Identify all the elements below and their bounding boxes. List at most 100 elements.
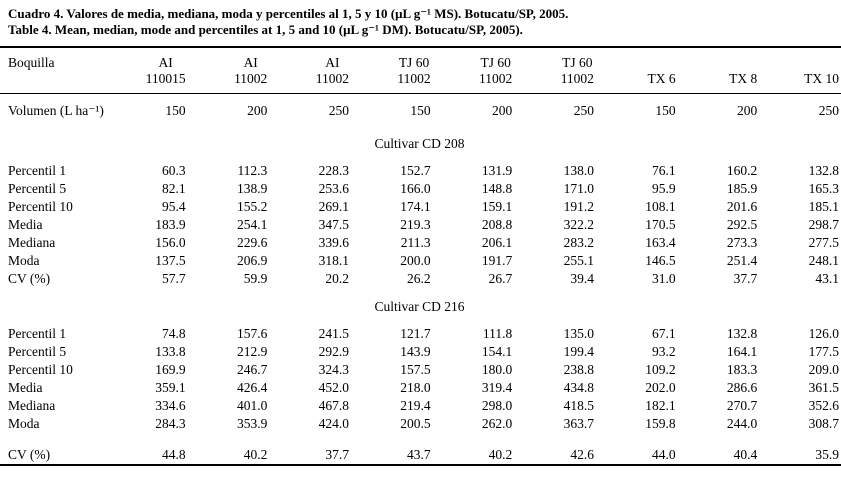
cell-value: 95.4 bbox=[162, 199, 186, 214]
cell-value: 286.6 bbox=[726, 380, 758, 395]
nozzle-model-label: TJ 60 bbox=[562, 55, 593, 70]
cell-value: 155.2 bbox=[236, 199, 268, 214]
cell-value: 339.6 bbox=[318, 235, 349, 250]
cell-value: 138.9 bbox=[236, 181, 268, 196]
cell-value: 208.8 bbox=[481, 217, 513, 232]
cell-value: 292.9 bbox=[318, 344, 349, 359]
caption-spanish: Cuadro 4. Valores de media, mediana, mod… bbox=[8, 6, 569, 21]
cell-value: 169.9 bbox=[155, 362, 186, 377]
cell-value: 424.0 bbox=[318, 416, 349, 431]
volume-row: Volumen (L ha⁻¹) 150 200 250 150 200 250 150 200… bbox=[0, 94, 841, 126]
row-label: Percentil 5 bbox=[8, 181, 67, 196]
table-row: Mediana 334.6 401.0 467.8 219.4 298.0 418.5 182… bbox=[0, 397, 841, 415]
column-header-stack: AI 110015 bbox=[146, 55, 186, 87]
nozzle-code-label: 110015 bbox=[145, 71, 186, 86]
data-table: Boquilla AI 110015 AI 11002 AI 11002 TJ 60 1100… bbox=[0, 46, 841, 466]
volume-cell: 200 bbox=[737, 103, 758, 118]
column-header-stack: TX 10 bbox=[804, 55, 839, 87]
section-title-row: Cultivar CD 216 bbox=[0, 288, 841, 325]
cell-value: 44.8 bbox=[162, 447, 186, 462]
cell-value: 133.8 bbox=[155, 344, 186, 359]
row-label: Media bbox=[8, 380, 43, 395]
cell-value: 143.9 bbox=[400, 344, 431, 359]
cell-value: 246.7 bbox=[236, 362, 268, 377]
cell-value: 273.3 bbox=[726, 235, 758, 250]
table-row: Percentil 1 60.3 112.3 228.3 152.7 131.9 138.0… bbox=[0, 162, 841, 180]
cell-value: 298.7 bbox=[808, 217, 839, 232]
table-header-row: Boquilla AI 110015 AI 11002 AI 11002 TJ 60 1100… bbox=[0, 46, 841, 94]
nozzle-model-label bbox=[647, 55, 675, 71]
row-label: CV (%) bbox=[8, 271, 51, 286]
section-title: Cultivar CD 208 bbox=[374, 136, 465, 151]
cell-value: 67.1 bbox=[651, 326, 676, 341]
cell-value: 229.6 bbox=[236, 235, 268, 250]
cell-value: 93.2 bbox=[651, 344, 676, 359]
nozzle-code-label: 11002 bbox=[315, 71, 349, 86]
table-row: Mediana 156.0 229.6 339.6 211.3 206.1 283.2 163… bbox=[0, 234, 841, 252]
cell-value: 361.5 bbox=[808, 380, 839, 395]
volume-cell: 150 bbox=[655, 103, 676, 118]
cell-value: 157.6 bbox=[236, 326, 268, 341]
cell-value: 111.8 bbox=[482, 326, 513, 341]
nozzle-code-label: TX 8 bbox=[729, 71, 758, 86]
cell-value: 112.3 bbox=[237, 163, 268, 178]
column-header-stack: TJ 60 11002 bbox=[397, 55, 430, 87]
cell-value: 43.1 bbox=[815, 271, 839, 286]
volume-cell: 200 bbox=[492, 103, 513, 118]
column-header: TJ 60 11002 bbox=[514, 46, 596, 94]
volume-cell: 250 bbox=[328, 103, 349, 118]
row-label: Mediana bbox=[8, 235, 56, 250]
nozzle-code-label: 11002 bbox=[560, 71, 594, 86]
cell-value: 324.3 bbox=[318, 362, 349, 377]
column-header: TJ 60 11002 bbox=[350, 46, 433, 94]
cell-value: 171.0 bbox=[563, 181, 594, 196]
column-header: TX 8 bbox=[677, 46, 760, 94]
nozzle-code-label: 11002 bbox=[234, 71, 268, 86]
cell-value: 165.3 bbox=[808, 181, 839, 196]
cell-value: 322.2 bbox=[563, 217, 594, 232]
cell-value: 228.3 bbox=[318, 163, 349, 178]
cell-value: 308.7 bbox=[808, 416, 839, 431]
cell-value: 251.4 bbox=[726, 253, 758, 268]
cell-value: 59.9 bbox=[243, 271, 268, 286]
cell-value: 270.7 bbox=[726, 398, 758, 413]
cell-value: 121.7 bbox=[400, 326, 431, 341]
caption-english: Table 4. Mean, median, mode and percenti… bbox=[8, 22, 523, 37]
cell-value: 20.2 bbox=[325, 271, 349, 286]
cell-value: 180.0 bbox=[481, 362, 513, 377]
nozzle-model-label: AI bbox=[158, 55, 173, 70]
cell-value: 126.0 bbox=[808, 326, 839, 341]
nozzle-model-label bbox=[804, 55, 839, 71]
table-row: Percentil 5 133.8 212.9 292.9 143.9 154.1 199.… bbox=[0, 343, 841, 361]
cell-value: 241.5 bbox=[318, 326, 349, 341]
cell-value: 353.9 bbox=[236, 416, 268, 431]
table-row: Percentil 10 95.4 155.2 269.1 174.1 159.1 191.… bbox=[0, 198, 841, 216]
cell-value: 157.5 bbox=[400, 362, 431, 377]
cell-value: 74.8 bbox=[162, 326, 186, 341]
cell-value: 183.3 bbox=[726, 362, 758, 377]
column-header-stack: TJ 60 11002 bbox=[561, 55, 594, 87]
nozzle-code-label: TX 10 bbox=[804, 71, 839, 86]
row-label: Percentil 1 bbox=[8, 326, 67, 341]
table-caption: Cuadro 4. Valores de media, mediana, mod… bbox=[0, 0, 841, 38]
table-row: Percentil 10 169.9 246.7 324.3 157.5 180.0 238… bbox=[0, 361, 841, 379]
volume-cell: 150 bbox=[410, 103, 431, 118]
cell-value: 359.1 bbox=[155, 380, 186, 395]
volume-cell: 200 bbox=[247, 103, 268, 118]
cell-value: 76.1 bbox=[651, 163, 676, 178]
cell-value: 57.7 bbox=[162, 271, 186, 286]
cell-value: 191.2 bbox=[563, 199, 594, 214]
cell-value: 201.6 bbox=[726, 199, 758, 214]
cell-value: 170.5 bbox=[645, 217, 676, 232]
cell-value: 26.7 bbox=[488, 271, 513, 286]
table-row: Media 183.9 254.1 347.5 219.3 208.8 322.2 170.5… bbox=[0, 216, 841, 234]
nozzle-code-label: TX 6 bbox=[647, 71, 676, 86]
section-title-row: Cultivar CD 208 bbox=[0, 125, 841, 162]
cell-value: 177.5 bbox=[808, 344, 839, 359]
cell-value: 334.6 bbox=[155, 398, 186, 413]
row-label: Mediana bbox=[8, 398, 56, 413]
row-label: Percentil 5 bbox=[8, 344, 67, 359]
cell-value: 40.2 bbox=[243, 447, 268, 462]
cell-value: 37.7 bbox=[733, 271, 758, 286]
cell-value: 238.8 bbox=[563, 362, 594, 377]
